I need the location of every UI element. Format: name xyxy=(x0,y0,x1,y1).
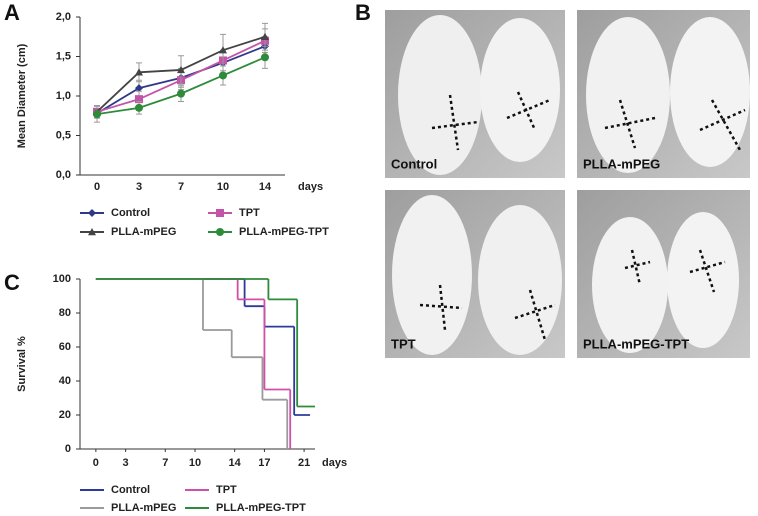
panel-letter: B xyxy=(355,0,371,25)
x-tick-label: 10 xyxy=(217,181,229,193)
legend-label: PLLA-mPEG-TPT xyxy=(239,226,329,238)
marker xyxy=(261,32,269,40)
marker xyxy=(177,65,185,74)
legend-label: Control xyxy=(111,484,150,496)
x-tick-label: 0 xyxy=(93,457,99,469)
y-tick-label: 1,0 xyxy=(56,90,71,102)
y-tick-label: 0 xyxy=(65,443,71,455)
marker xyxy=(135,68,143,76)
y-tick-label: 80 xyxy=(59,307,71,319)
marker xyxy=(88,228,96,236)
y-tick-label: 1,5 xyxy=(56,50,71,62)
x-tick-label: 3 xyxy=(136,181,142,193)
y-axis-label: Survival % xyxy=(16,336,28,392)
marker xyxy=(261,53,269,62)
marker xyxy=(216,209,224,217)
y-tick-label: 60 xyxy=(59,341,71,353)
y-tick-label: 20 xyxy=(59,409,71,421)
y-axis-label: Mean Diameter (cm) xyxy=(16,43,28,148)
photo: PLLA-mPEG-TPT xyxy=(577,190,750,358)
legend-label: PLLA-mPEG xyxy=(111,502,176,514)
x-tick-label: 0 xyxy=(94,181,100,193)
marker xyxy=(88,209,96,217)
y-tick-label: 40 xyxy=(59,375,71,387)
photo-label: TPT xyxy=(391,336,416,351)
marker xyxy=(135,103,143,112)
photo: PLLA-mPEG xyxy=(577,10,750,178)
legend-label: TPT xyxy=(216,484,237,496)
x-tick-label: 7 xyxy=(162,457,168,469)
y-tick-label: 100 xyxy=(53,273,71,285)
legend-label: Control xyxy=(111,207,150,219)
y-tick-label: 2,0 xyxy=(56,11,71,23)
panel-letter: C xyxy=(4,270,20,295)
photo-label: PLLA-mPEG xyxy=(583,156,660,171)
y-tick-label: 0,0 xyxy=(56,169,71,181)
photo: Control xyxy=(385,10,565,178)
marker xyxy=(93,110,101,119)
legend-label: PLLA-mPEG-TPT xyxy=(216,502,306,514)
x-tick-label: 7 xyxy=(178,181,184,193)
marker xyxy=(216,228,224,236)
x-tick-label: 14 xyxy=(259,181,272,193)
marker xyxy=(219,46,227,54)
x-axis-label: days xyxy=(322,457,347,469)
legend-label: PLLA-mPEG xyxy=(111,226,176,238)
x-axis-label: days xyxy=(298,181,323,193)
photo-label: Control xyxy=(391,156,437,171)
y-tick-label: 0,5 xyxy=(56,129,71,141)
marker xyxy=(135,95,143,104)
photo: TPT xyxy=(385,190,565,358)
legend-label: TPT xyxy=(239,207,260,219)
x-tick-label: 3 xyxy=(123,457,129,469)
x-tick-label: 21 xyxy=(298,457,310,469)
photo-label: PLLA-mPEG-TPT xyxy=(583,336,689,351)
x-tick-label: 14 xyxy=(229,457,242,469)
marker xyxy=(135,84,143,93)
marker xyxy=(219,71,227,80)
panel-letter: A xyxy=(4,0,20,25)
x-tick-label: 17 xyxy=(258,457,270,469)
marker xyxy=(177,89,185,98)
x-tick-label: 10 xyxy=(189,457,201,469)
